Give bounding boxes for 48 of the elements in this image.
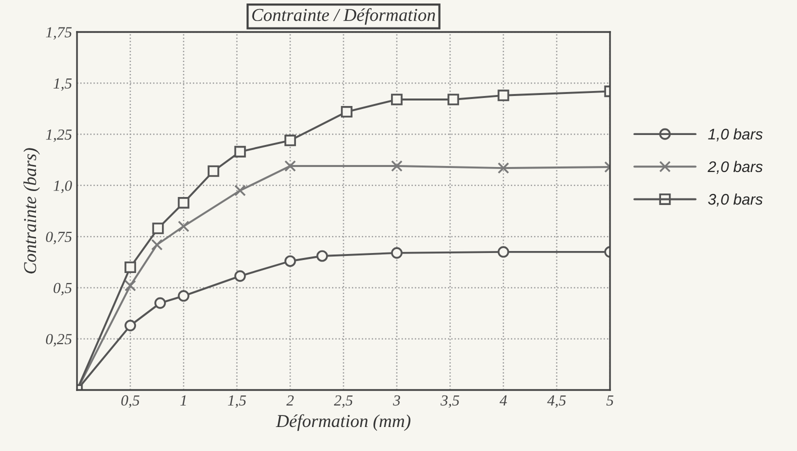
- point: [316, 250, 328, 262]
- x-tick-label: 3,5: [440, 395, 460, 408]
- point: [124, 320, 136, 332]
- point: [154, 297, 166, 309]
- point: [152, 222, 164, 234]
- x-tick-label: 1,5: [228, 395, 246, 408]
- legend-label: 1,0 bars: [708, 128, 763, 142]
- x-tick-label: 2: [286, 395, 294, 406]
- y-axis-title: Contrainte (bars): [23, 148, 40, 274]
- legend-label: 2,0 bars: [708, 160, 763, 174]
- point: [498, 246, 510, 258]
- point: [178, 197, 190, 209]
- point: [284, 255, 296, 267]
- point: [208, 165, 220, 177]
- y-tick-label: 1,25: [46, 129, 72, 142]
- y-tick-label: 1,5: [54, 78, 72, 91]
- y-tick-label: 1,75: [46, 27, 72, 40]
- x-tick-label: 4: [500, 395, 507, 406]
- point: [234, 146, 246, 158]
- point: [391, 160, 403, 172]
- x-axis-title: Déformation (mm): [276, 414, 410, 431]
- point: [391, 94, 403, 106]
- point: [178, 290, 190, 302]
- y-tick-label: 1,0: [54, 180, 72, 194]
- x-tick-label: 2,5: [334, 395, 353, 408]
- x-tick-label: 5: [606, 395, 614, 406]
- point: [284, 160, 296, 172]
- point: [391, 247, 403, 259]
- point: [178, 220, 190, 232]
- legend-label: 3,0 bars: [708, 193, 763, 207]
- point: [448, 94, 460, 106]
- point: [498, 90, 510, 102]
- point: [284, 134, 296, 146]
- point: [234, 184, 246, 196]
- y-tick-label: 0,75: [46, 232, 72, 244]
- x-tick-label: 0,5: [121, 395, 140, 408]
- y-tick-label: 0,5: [54, 282, 72, 296]
- x-tick-label: 3: [392, 395, 400, 406]
- point: [151, 238, 163, 251]
- point: [234, 270, 246, 282]
- point: [498, 162, 510, 174]
- y-tick-label: 0,25: [46, 334, 72, 347]
- chart-title: Contrainte / Déformation: [252, 8, 436, 25]
- point: [124, 261, 136, 274]
- x-tick-label: 4,5: [547, 395, 566, 408]
- x-tick-label: 1: [180, 395, 186, 406]
- point: [124, 280, 136, 292]
- point: [340, 106, 352, 118]
